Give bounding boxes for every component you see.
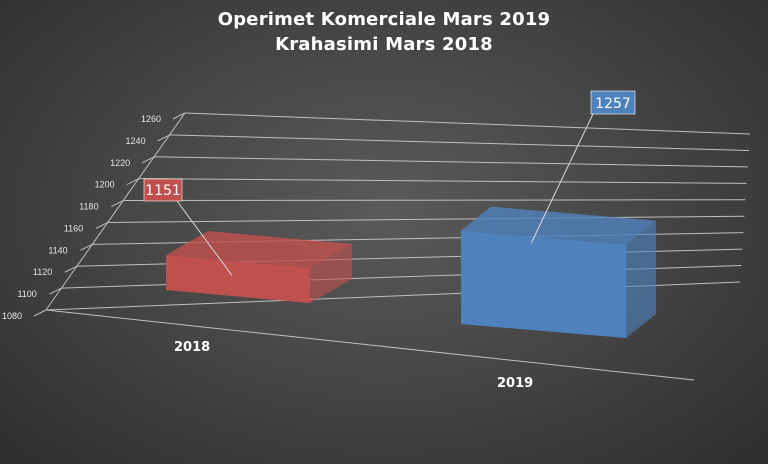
y-tick-label: 1220 [110, 158, 130, 168]
data-label: 1257 [595, 96, 631, 112]
gridline [169, 134, 749, 151]
data-label: 1151 [145, 183, 181, 199]
bar-side-face [310, 243, 352, 303]
chart-subtitle: Krahasimi Mars 2018 [275, 34, 493, 55]
bar-top-face [461, 206, 656, 245]
gridline [154, 156, 748, 168]
data-label-box [590, 90, 636, 115]
axis-tick [80, 243, 93, 251]
data-label-leader [531, 113, 594, 243]
gridline [184, 112, 751, 135]
bar-top-face [166, 230, 352, 268]
y-tick-label: 1140 [48, 245, 67, 255]
y-tick-label: 1260 [141, 114, 161, 124]
bar-front-face [461, 230, 626, 338]
axis-tick [49, 287, 62, 295]
gridline [138, 178, 747, 184]
floor-front-edge [45, 309, 695, 381]
bar-front-face [166, 254, 310, 303]
gridline [107, 215, 745, 223]
y-tick-label: 1100 [17, 289, 36, 299]
axis-tick [126, 178, 139, 186]
axis-tick [172, 112, 186, 120]
y-tick-label: 1200 [95, 180, 115, 190]
axis-tick [110, 200, 124, 208]
chart-title: Operimet Komerciale Mars 2019 [217, 9, 551, 30]
axis-tick [95, 221, 109, 229]
data-label-box [143, 178, 183, 202]
axis-tick [64, 265, 78, 273]
axis-tick [141, 156, 155, 164]
axis-tick [157, 134, 170, 142]
y-tick-label: 1120 [33, 267, 52, 277]
y-tick-label: 1080 [2, 311, 22, 321]
y-tick-label: 1160 [64, 223, 83, 233]
y-axis-line [45, 112, 186, 311]
y-tick-label: 1240 [126, 136, 146, 146]
x-category-label: 2018 [174, 340, 210, 355]
data-label-leader [176, 200, 233, 276]
x-category-label: 2019 [497, 376, 533, 391]
gridline [123, 199, 746, 202]
y-tick-label: 1180 [79, 202, 98, 212]
axis-tick [33, 309, 47, 317]
bar-side-face [626, 220, 656, 338]
